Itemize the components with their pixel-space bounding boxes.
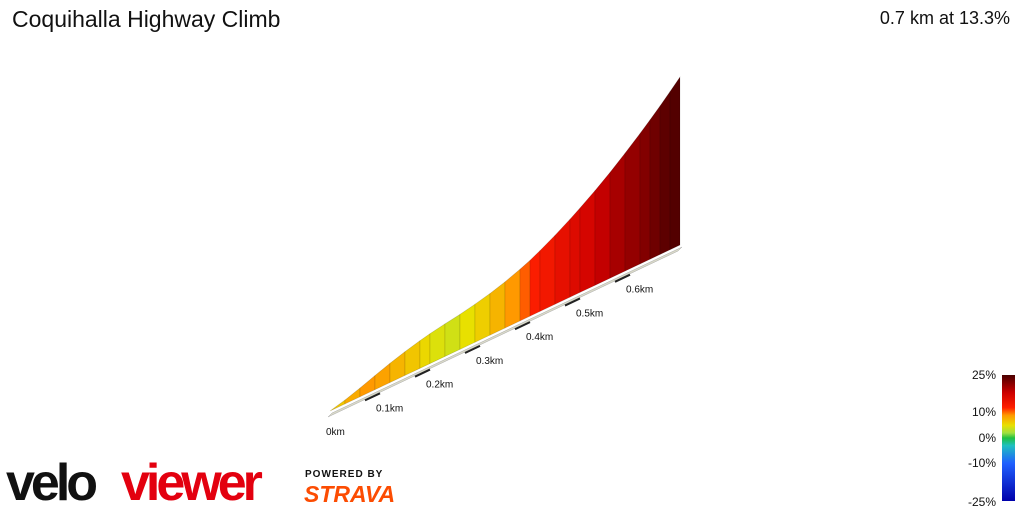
- profile-slice: [504, 268, 521, 329]
- legend-label-10: 10%: [972, 405, 996, 419]
- legend-label-min: -25%: [968, 495, 996, 509]
- profile-slice: [459, 303, 476, 350]
- distance-tick: [514, 321, 531, 331]
- profile-slice: [474, 292, 491, 343]
- profile-slice: [669, 76, 681, 251]
- profile-slice: [649, 105, 661, 260]
- profile-slice: [429, 323, 446, 365]
- distance-tick-label: 0.6km: [626, 285, 653, 296]
- distance-tick: [614, 273, 631, 283]
- powered-by-text: POWERED BY: [305, 469, 383, 480]
- profile-slice: [659, 90, 671, 255]
- profile-slice: [539, 234, 556, 312]
- profile-slice: [579, 189, 596, 293]
- distance-tick: [464, 344, 481, 354]
- profile-slice: [444, 313, 461, 357]
- climb-title: Coquihalla Highway Climb: [12, 6, 281, 32]
- profile-slice: [624, 132, 641, 272]
- distance-tick-label: 0km: [326, 427, 345, 438]
- legend-label-max: 25%: [972, 368, 996, 382]
- legend-colorbar: [1002, 375, 1015, 501]
- profile-slice: [374, 362, 391, 391]
- profile-slice: [529, 249, 541, 317]
- profile-slice: [594, 171, 611, 286]
- logo-velo-text: velo: [6, 454, 96, 512]
- logo-viewer-text: viewer: [121, 454, 263, 512]
- profile-slice: [389, 351, 406, 384]
- profile-slice: [519, 259, 531, 322]
- distance-tick: [564, 297, 581, 307]
- legend-label-neg10: -10%: [968, 456, 996, 470]
- legend-label-0: 0%: [979, 431, 997, 445]
- climb-summary: 0.7 km at 13.3%: [879, 8, 1010, 28]
- profile-slice: [609, 152, 626, 279]
- profile-slice: [404, 340, 421, 376]
- profile-slice: [554, 218, 571, 305]
- distance-tick-label: 0.1km: [376, 403, 403, 414]
- powered-by-strava: POWERED BY STRAVA: [304, 469, 395, 507]
- strava-logo-text: STRAVA: [304, 481, 395, 507]
- distance-tick: [364, 392, 381, 402]
- profile-slices: [329, 76, 681, 412]
- profile-slice: [569, 207, 581, 298]
- profile-slice: [639, 119, 651, 265]
- profile-slice: [489, 281, 506, 336]
- profile-slice: [419, 333, 431, 369]
- veloviewer-logo: velo viewer: [6, 454, 267, 512]
- distance-axis: 0km 0.1km 0.2km 0.3km 0.4km 0.5km 0.6km: [326, 273, 653, 438]
- gradient-legend: 25% 10% 0% -10% -25%: [968, 368, 1015, 509]
- distance-tick-label: 0.5km: [576, 308, 603, 319]
- distance-tick: [414, 368, 431, 378]
- profile-road-base: [327, 246, 683, 418]
- distance-tick-label: 0.3km: [476, 356, 503, 367]
- distance-tick-label: 0.2km: [426, 380, 453, 391]
- distance-tick-label: 0.4km: [526, 332, 553, 343]
